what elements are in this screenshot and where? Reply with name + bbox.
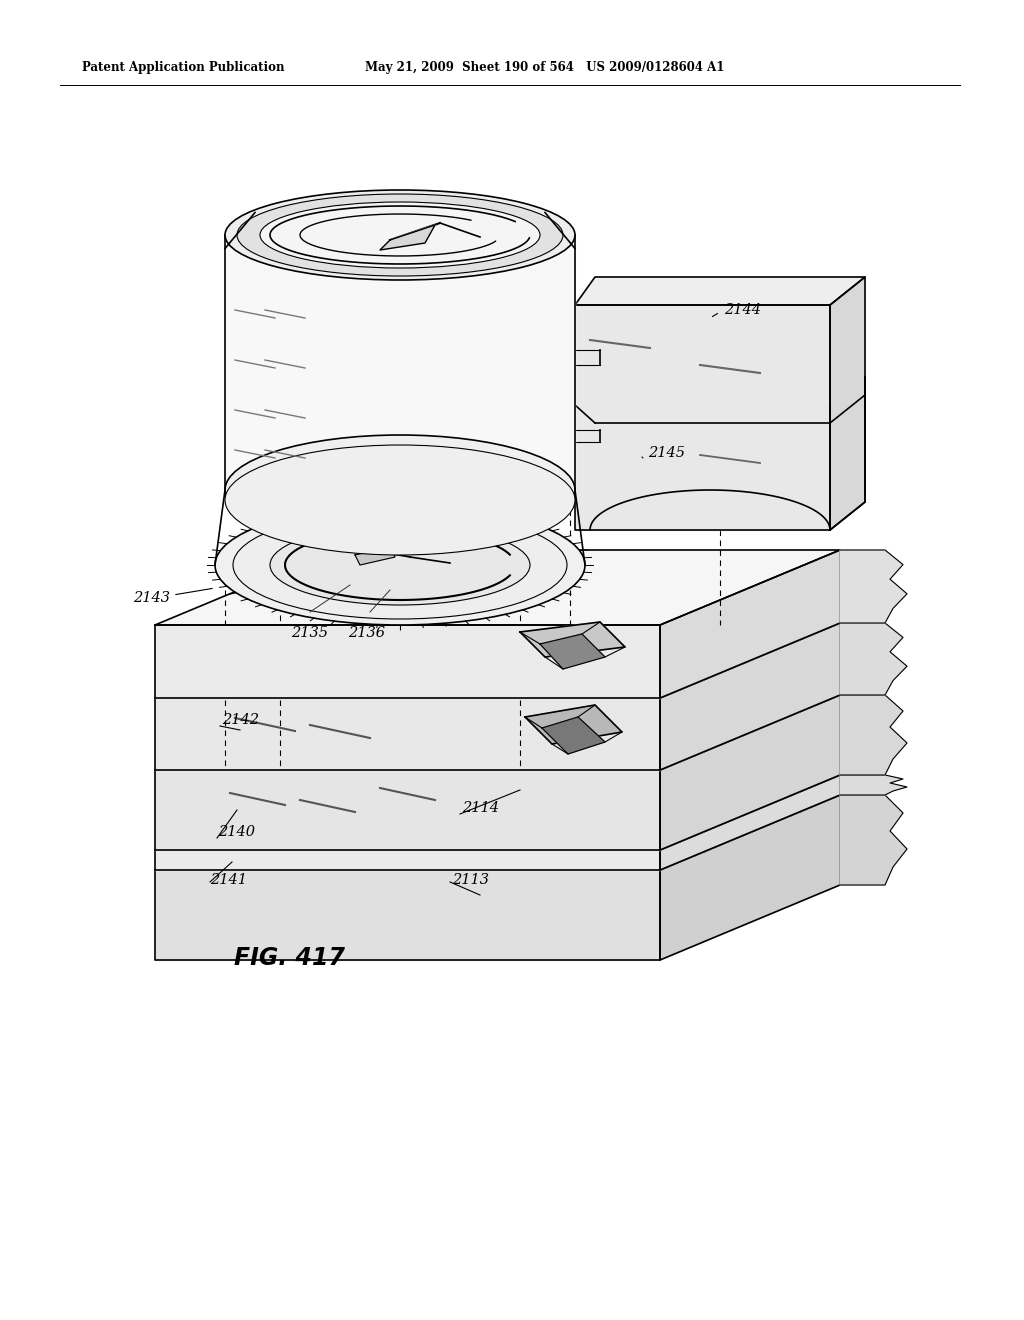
Polygon shape (355, 546, 395, 565)
Polygon shape (520, 622, 625, 657)
Polygon shape (155, 623, 840, 698)
Text: 2136: 2136 (348, 626, 385, 640)
Text: Patent Application Publication: Patent Application Publication (82, 62, 285, 74)
Polygon shape (155, 696, 840, 770)
Text: 2145: 2145 (648, 446, 685, 459)
Polygon shape (540, 634, 605, 669)
Polygon shape (155, 698, 660, 770)
Text: 2141: 2141 (210, 873, 247, 887)
Text: 2144: 2144 (724, 304, 761, 317)
Ellipse shape (215, 506, 585, 624)
Polygon shape (542, 717, 605, 754)
Polygon shape (155, 770, 660, 850)
Polygon shape (155, 550, 840, 624)
Polygon shape (660, 550, 840, 698)
Polygon shape (575, 277, 865, 305)
Text: 2142: 2142 (222, 713, 259, 727)
Polygon shape (380, 224, 435, 249)
Polygon shape (155, 775, 840, 850)
Polygon shape (155, 795, 840, 870)
Polygon shape (840, 550, 907, 623)
Polygon shape (840, 623, 907, 696)
Ellipse shape (260, 202, 540, 268)
Polygon shape (660, 775, 840, 870)
Polygon shape (525, 705, 622, 744)
Text: FIG. 417: FIG. 417 (234, 946, 345, 970)
Polygon shape (225, 235, 575, 490)
Polygon shape (840, 775, 907, 795)
Ellipse shape (225, 445, 575, 554)
Polygon shape (840, 696, 907, 775)
Ellipse shape (270, 525, 530, 605)
Ellipse shape (233, 511, 567, 619)
Text: 2140: 2140 (218, 825, 255, 840)
Polygon shape (660, 696, 840, 850)
Ellipse shape (225, 436, 575, 545)
Polygon shape (830, 277, 865, 531)
Text: May 21, 2009  Sheet 190 of 564   US 2009/0128604 A1: May 21, 2009 Sheet 190 of 564 US 2009/01… (365, 62, 724, 74)
Polygon shape (660, 795, 840, 960)
Text: 2143: 2143 (133, 591, 170, 605)
Polygon shape (155, 850, 660, 870)
Text: 2135: 2135 (292, 626, 329, 640)
Ellipse shape (237, 194, 563, 276)
Polygon shape (155, 870, 660, 960)
Polygon shape (155, 624, 660, 698)
Text: 2113: 2113 (452, 873, 489, 887)
Polygon shape (840, 795, 907, 884)
Polygon shape (575, 305, 830, 531)
Ellipse shape (225, 190, 575, 280)
Text: 2114: 2114 (462, 801, 499, 814)
Polygon shape (660, 623, 840, 770)
